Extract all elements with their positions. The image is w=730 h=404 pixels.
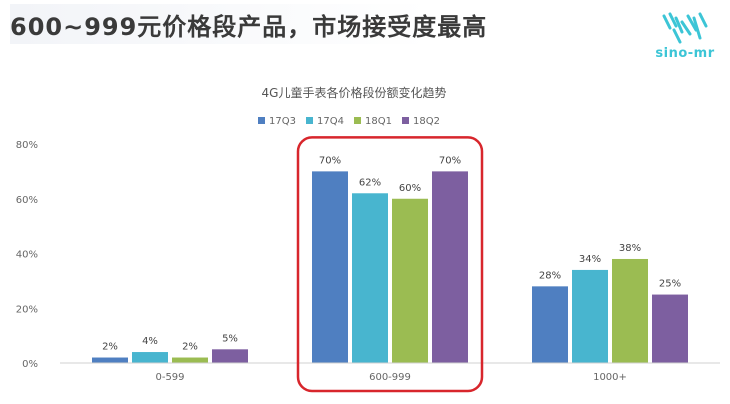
- logo-icon: [662, 12, 708, 44]
- y-tick-label: 0%: [22, 359, 38, 370]
- legend-label: 17Q3: [269, 116, 296, 127]
- legend-label: 18Q1: [365, 116, 392, 127]
- x-tick-label: 1000+: [593, 372, 627, 383]
- legend-swatch: [306, 117, 313, 124]
- bar: [312, 171, 348, 363]
- x-axis: 0-599 600-999 1000+: [60, 362, 720, 383]
- bar: [212, 349, 248, 363]
- legend-swatch: [258, 117, 265, 124]
- chart-legend: 17Q3 17Q4 18Q1 18Q2: [258, 116, 440, 127]
- data-label: 2%: [182, 342, 198, 353]
- logo-text: sino-mr: [655, 46, 715, 61]
- sino-mr-logo: sino-mr: [650, 8, 720, 61]
- legend-swatch: [402, 117, 409, 124]
- data-label: 70%: [319, 155, 341, 166]
- bar: [652, 294, 688, 363]
- x-tick-label: 600-999: [369, 372, 411, 383]
- data-label: 62%: [359, 177, 381, 188]
- bar: [92, 357, 128, 363]
- bar: [392, 198, 428, 363]
- data-label: 34%: [579, 254, 601, 265]
- page-headline: 600~999元价格段产品，市场接受度最高: [10, 4, 610, 44]
- bar: [612, 258, 648, 363]
- bar: [352, 193, 388, 363]
- data-label: 5%: [222, 333, 238, 344]
- data-label: 70%: [439, 155, 461, 166]
- data-label: 2%: [102, 342, 118, 353]
- bar: [172, 357, 208, 363]
- data-label: 28%: [539, 270, 561, 281]
- bar: [572, 269, 608, 363]
- legend-swatch: [354, 117, 361, 124]
- legend-label: 17Q4: [317, 116, 344, 127]
- data-label: 38%: [619, 243, 641, 254]
- y-tick-label: 20%: [16, 304, 38, 315]
- x-tick-label: 0-599: [155, 372, 184, 383]
- data-label: 25%: [659, 279, 681, 290]
- data-label: 60%: [399, 183, 421, 194]
- bar: [432, 171, 468, 363]
- y-tick-label: 60%: [16, 195, 38, 206]
- bar: [532, 286, 568, 363]
- bar: [132, 352, 168, 363]
- highlight-box: [296, 136, 484, 393]
- y-tick-label: 40%: [16, 250, 38, 261]
- bars: 2% 4% 2% 5% 70% 62% 60% 70% 28% 34% 38% 25%: [92, 155, 688, 363]
- y-tick-label: 80%: [16, 140, 38, 151]
- data-label: 4%: [142, 336, 158, 347]
- y-axis: 0% 20% 40% 60% 80%: [16, 140, 38, 370]
- legend-label: 18Q2: [413, 116, 440, 127]
- chart-title: 4G儿童手表各价格段份额变化趋势: [262, 85, 447, 100]
